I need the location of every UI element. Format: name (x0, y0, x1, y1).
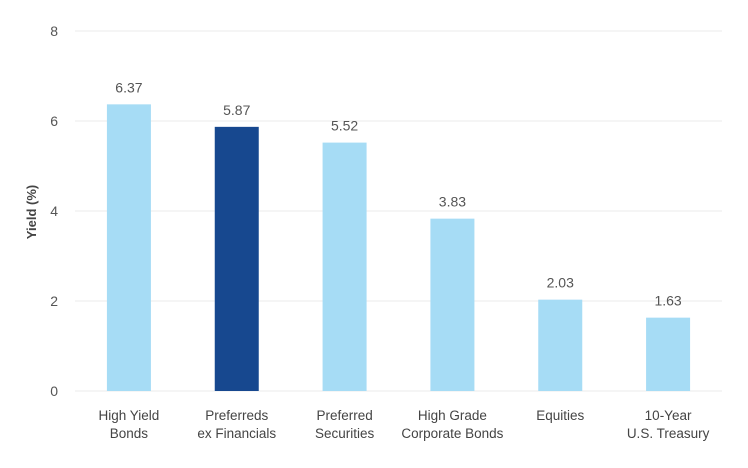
category-label-line: Equities (536, 408, 584, 423)
category-label-line: Bonds (110, 426, 149, 441)
y-tick-label: 6 (50, 113, 58, 129)
y-tick-label: 2 (50, 293, 58, 309)
category-label: High Yield Bonds (99, 408, 160, 441)
y-axis-label: Yield (%) (24, 185, 39, 239)
value-labels: 6.37 5.87 5.52 3.83 2.03 1.63 (115, 79, 682, 308)
data-label: 3.83 (439, 194, 466, 210)
category-label-line: Securities (315, 426, 375, 441)
data-label: 6.37 (115, 79, 142, 95)
category-label-line: Corporate Bonds (401, 426, 503, 441)
bar (430, 218, 475, 391)
category-label-line: Preferred (316, 408, 372, 423)
category-label-line: U.S. Treasury (627, 426, 710, 441)
y-axis-ticks: 0 2 4 6 8 (50, 23, 58, 399)
category-label: Equities (536, 408, 584, 423)
bar (646, 317, 691, 391)
bar (322, 142, 367, 391)
category-label-line: High Yield (99, 408, 160, 423)
bars (106, 104, 691, 391)
data-label: 1.63 (654, 293, 681, 309)
category-label: High Grade Corporate Bonds (401, 408, 503, 441)
category-label-line: ex Financials (197, 426, 276, 441)
grid-lines (75, 30, 722, 392)
bar (538, 299, 583, 391)
data-label: 2.03 (547, 275, 574, 291)
category-label-line: High Grade (418, 408, 487, 423)
bar (214, 126, 259, 391)
bar (106, 104, 151, 391)
category-label-line: 10-Year (645, 408, 692, 423)
y-tick-label: 8 (50, 23, 58, 39)
category-label: Preferreds ex Financials (197, 408, 276, 441)
category-label: Preferred Securities (315, 408, 375, 441)
y-tick-label: 4 (50, 203, 58, 219)
category-label: 10-Year U.S. Treasury (627, 408, 710, 441)
category-label-line: Preferreds (205, 408, 268, 423)
data-label: 5.52 (331, 118, 358, 134)
data-label: 5.87 (223, 102, 250, 118)
y-tick-label: 0 (50, 383, 58, 399)
